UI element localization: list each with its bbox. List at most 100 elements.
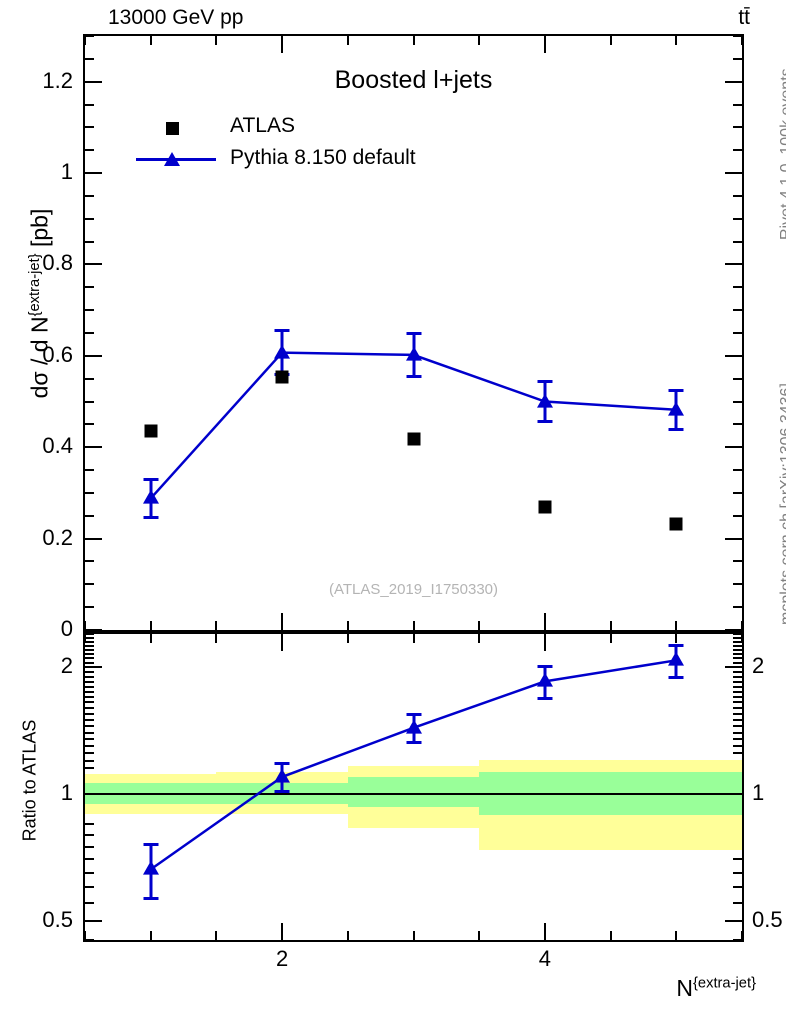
ratio-error-cap xyxy=(406,713,421,717)
y-tick-minor xyxy=(733,194,742,197)
x-tick-minor xyxy=(346,931,349,940)
mc-error-cap xyxy=(406,374,421,378)
x-tick-minor xyxy=(346,36,349,45)
y-tick-minor xyxy=(733,514,742,517)
y-tick-major xyxy=(85,354,102,357)
y-tick-label: 0.4 xyxy=(42,433,73,459)
y-tick-minor xyxy=(733,377,742,380)
y-tick-major xyxy=(725,666,742,669)
y-tick-major xyxy=(85,80,102,83)
x-tick-minor xyxy=(149,634,152,643)
x-tick-minor xyxy=(741,634,742,643)
y-tick-minor xyxy=(733,680,742,683)
y-tick-minor xyxy=(85,858,94,861)
ratio-error-cap xyxy=(537,664,553,668)
y-tick-minor xyxy=(733,886,742,889)
y-tick-minor xyxy=(733,707,742,710)
beam-energy-label: 13000 GeV pp xyxy=(108,6,244,29)
y-tick-minor xyxy=(733,902,742,905)
y-tick-minor xyxy=(85,701,94,704)
x-tick-minor xyxy=(478,931,481,940)
x-tick-label: 2 xyxy=(275,946,289,971)
y-tick-minor xyxy=(733,240,742,243)
y-tick-minor xyxy=(85,871,94,874)
y-tick-minor xyxy=(85,939,94,940)
y-tick-minor xyxy=(85,217,94,220)
ratio-y-tick-label: 1 xyxy=(60,780,73,806)
triangle-marker-icon xyxy=(130,143,222,175)
y-tick-minor xyxy=(733,939,742,940)
y-tick-minor xyxy=(733,675,742,678)
x-tick-minor xyxy=(346,621,349,630)
uncertainty-band-inner xyxy=(347,776,480,808)
square-marker-icon xyxy=(130,111,222,143)
y-tick-minor xyxy=(85,675,94,678)
y-tick-major xyxy=(725,446,742,449)
ratio-y-tick-label: 0.5 xyxy=(42,906,73,932)
y-tick-minor xyxy=(85,745,94,748)
ratio-plot-panel xyxy=(83,632,744,942)
y-tick-minor xyxy=(85,690,94,693)
y-tick-minor xyxy=(85,685,94,688)
y-tick-minor xyxy=(733,606,742,609)
plot-title: Boosted l+jets xyxy=(334,66,493,94)
y-tick-minor xyxy=(733,103,742,106)
y-tick-label: 0.6 xyxy=(42,341,73,367)
y-tick-major xyxy=(725,172,742,175)
x-tick-minor xyxy=(675,634,678,643)
y-tick-minor xyxy=(733,217,742,220)
y-tick-major xyxy=(85,263,102,266)
y-tick-minor xyxy=(85,126,94,129)
ratio-error-cap xyxy=(668,675,684,679)
y-tick-minor xyxy=(733,718,742,721)
y-tick-minor xyxy=(85,149,94,152)
y-tick-minor xyxy=(85,833,94,836)
ratio-data-point xyxy=(142,861,159,876)
y-tick-minor xyxy=(85,469,94,472)
reference-data-point xyxy=(407,432,420,446)
x-tick-minor xyxy=(346,634,349,643)
mc-error-cap xyxy=(406,332,421,336)
reference-data-point xyxy=(275,370,289,384)
ratio-y-tick-label-right: 0.5 xyxy=(752,906,783,932)
y-tick-minor xyxy=(733,423,742,426)
ratio-data-point xyxy=(536,672,553,687)
y-tick-label: 1 xyxy=(60,159,73,185)
x-tick-minor xyxy=(609,36,612,45)
mc-error-cap xyxy=(537,420,553,423)
x-tick-minor xyxy=(478,36,481,45)
y-tick-major xyxy=(85,919,102,922)
ratio-error-cap xyxy=(274,761,290,765)
x-tick-minor xyxy=(85,634,86,643)
y-tick-minor xyxy=(733,583,742,586)
y-tick-minor xyxy=(733,634,742,635)
x-tick-minor xyxy=(412,931,415,940)
y-tick-minor xyxy=(733,648,742,651)
x-tick-major xyxy=(281,36,284,53)
y-tick-minor xyxy=(85,377,94,380)
y-tick-major xyxy=(85,446,102,449)
legend-label: Pythia 8.150 default xyxy=(230,146,416,169)
y-tick-minor xyxy=(85,657,94,660)
y-tick-label: 0 xyxy=(60,616,73,641)
x-tick-major xyxy=(543,923,546,940)
x-tick-minor xyxy=(675,621,678,630)
y-tick-minor xyxy=(733,126,742,129)
y-tick-minor xyxy=(733,36,742,37)
reference-data-point xyxy=(144,424,158,438)
y-tick-minor xyxy=(733,309,742,312)
ratio-error-cap xyxy=(668,643,684,647)
y-tick-minor xyxy=(733,712,742,715)
reference-data-point xyxy=(669,517,683,531)
x-tick-minor xyxy=(675,36,678,45)
y-tick-minor xyxy=(85,648,94,651)
y-tick-minor xyxy=(733,57,742,60)
ratio-error-cap xyxy=(537,696,553,700)
x-tick-minor xyxy=(412,621,415,630)
y-tick-minor xyxy=(733,731,742,734)
y-tick-minor xyxy=(85,712,94,715)
ratio-error-cap xyxy=(143,897,159,901)
y-tick-minor xyxy=(733,725,742,728)
y-tick-minor xyxy=(733,661,742,664)
x-tick-major xyxy=(281,613,284,630)
